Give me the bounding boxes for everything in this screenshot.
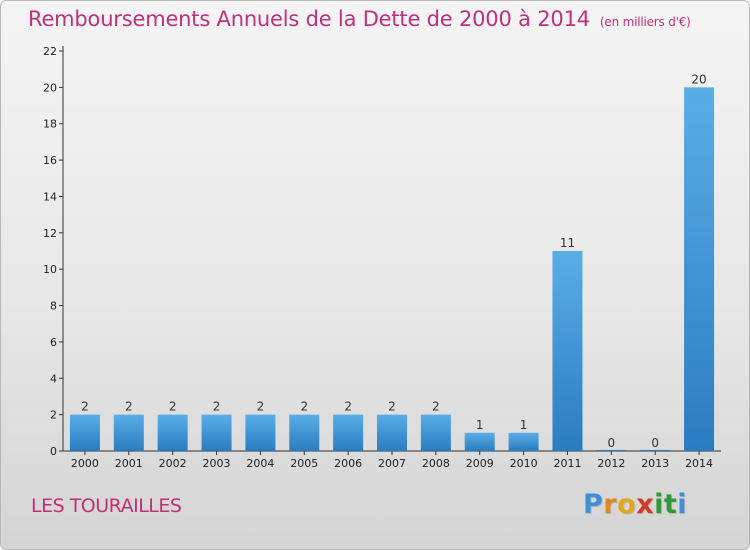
proxiti-logo: Proxiti	[583, 489, 687, 520]
logo-letter: i	[654, 489, 664, 520]
y-tick-label: 16	[43, 154, 57, 167]
data-label: 2	[213, 400, 221, 414]
logo-letter: o	[617, 489, 637, 520]
y-tick-label: 6	[50, 336, 57, 349]
data-label: 20	[691, 72, 706, 86]
data-label: 0	[608, 436, 616, 450]
bar	[333, 414, 364, 451]
y-tick-label: 22	[43, 45, 57, 58]
y-tick-label: 18	[43, 118, 57, 131]
logo-letter: r	[603, 489, 618, 520]
y-tick-label: 2	[50, 409, 57, 422]
x-tick-label: 2007	[378, 457, 406, 470]
bar	[640, 450, 671, 451]
chart-subtitle: (en milliers d'€)	[599, 15, 691, 29]
bar	[596, 450, 627, 451]
y-tick-label: 10	[43, 263, 57, 276]
data-label: 2	[300, 400, 308, 414]
chart-title-text: Remboursements Annuels de la Dette de 20…	[28, 7, 590, 31]
x-tick-label: 2014	[685, 457, 713, 470]
logo-letter: P	[583, 489, 604, 520]
x-tick-label: 2000	[71, 457, 99, 470]
bar	[157, 414, 188, 451]
x-tick-label: 2003	[203, 457, 231, 470]
x-tick-label: 2013	[641, 457, 669, 470]
chart-bars	[69, 87, 715, 451]
x-tick-label: 2006	[334, 457, 362, 470]
data-label: 2	[388, 400, 396, 414]
x-tick-label: 2001	[115, 457, 143, 470]
data-label: 2	[257, 400, 265, 414]
y-tick-label: 20	[43, 81, 57, 94]
x-tick-label: 2009	[466, 457, 494, 470]
commune-name: LES TOURAILLES	[31, 495, 182, 517]
logo-letter: x	[636, 489, 655, 520]
x-tick-label: 2010	[510, 457, 538, 470]
data-label: 11	[560, 236, 575, 250]
x-tick-label: 2005	[290, 457, 318, 470]
bar	[684, 87, 715, 451]
bar	[377, 414, 407, 451]
x-tick-label: 2002	[159, 457, 187, 470]
data-label: 2	[125, 400, 133, 414]
x-tick-label: 2008	[422, 457, 450, 470]
x-tick-label: 2012	[597, 457, 625, 470]
data-label: 2	[344, 400, 352, 414]
chart-title: Remboursements Annuels de la Dette de 20…	[28, 7, 691, 31]
data-label: 2	[432, 400, 440, 414]
bar	[69, 414, 100, 451]
bar	[113, 414, 144, 451]
data-label: 2	[169, 400, 177, 414]
bar	[464, 432, 495, 451]
data-label: 1	[520, 418, 528, 432]
logo-letter: t	[663, 489, 678, 520]
data-label: 2	[81, 400, 89, 414]
bar	[552, 251, 583, 451]
logo-letter: i	[677, 489, 688, 520]
bar	[201, 414, 232, 451]
y-tick-label: 0	[50, 445, 57, 458]
bar	[508, 432, 539, 451]
chart-labels: 2000220012200222003220042200522006220072…	[71, 72, 713, 470]
y-tick-label: 14	[43, 190, 57, 203]
x-tick-label: 2004	[246, 457, 274, 470]
bar	[289, 414, 320, 451]
y-tick-label: 8	[50, 300, 57, 313]
y-tick-label: 4	[50, 372, 57, 385]
data-label: 0	[651, 436, 659, 450]
bar	[245, 414, 276, 451]
data-label: 1	[476, 418, 484, 432]
y-tick-label: 12	[43, 227, 57, 240]
bar	[420, 414, 451, 451]
x-tick-label: 2011	[553, 457, 581, 470]
